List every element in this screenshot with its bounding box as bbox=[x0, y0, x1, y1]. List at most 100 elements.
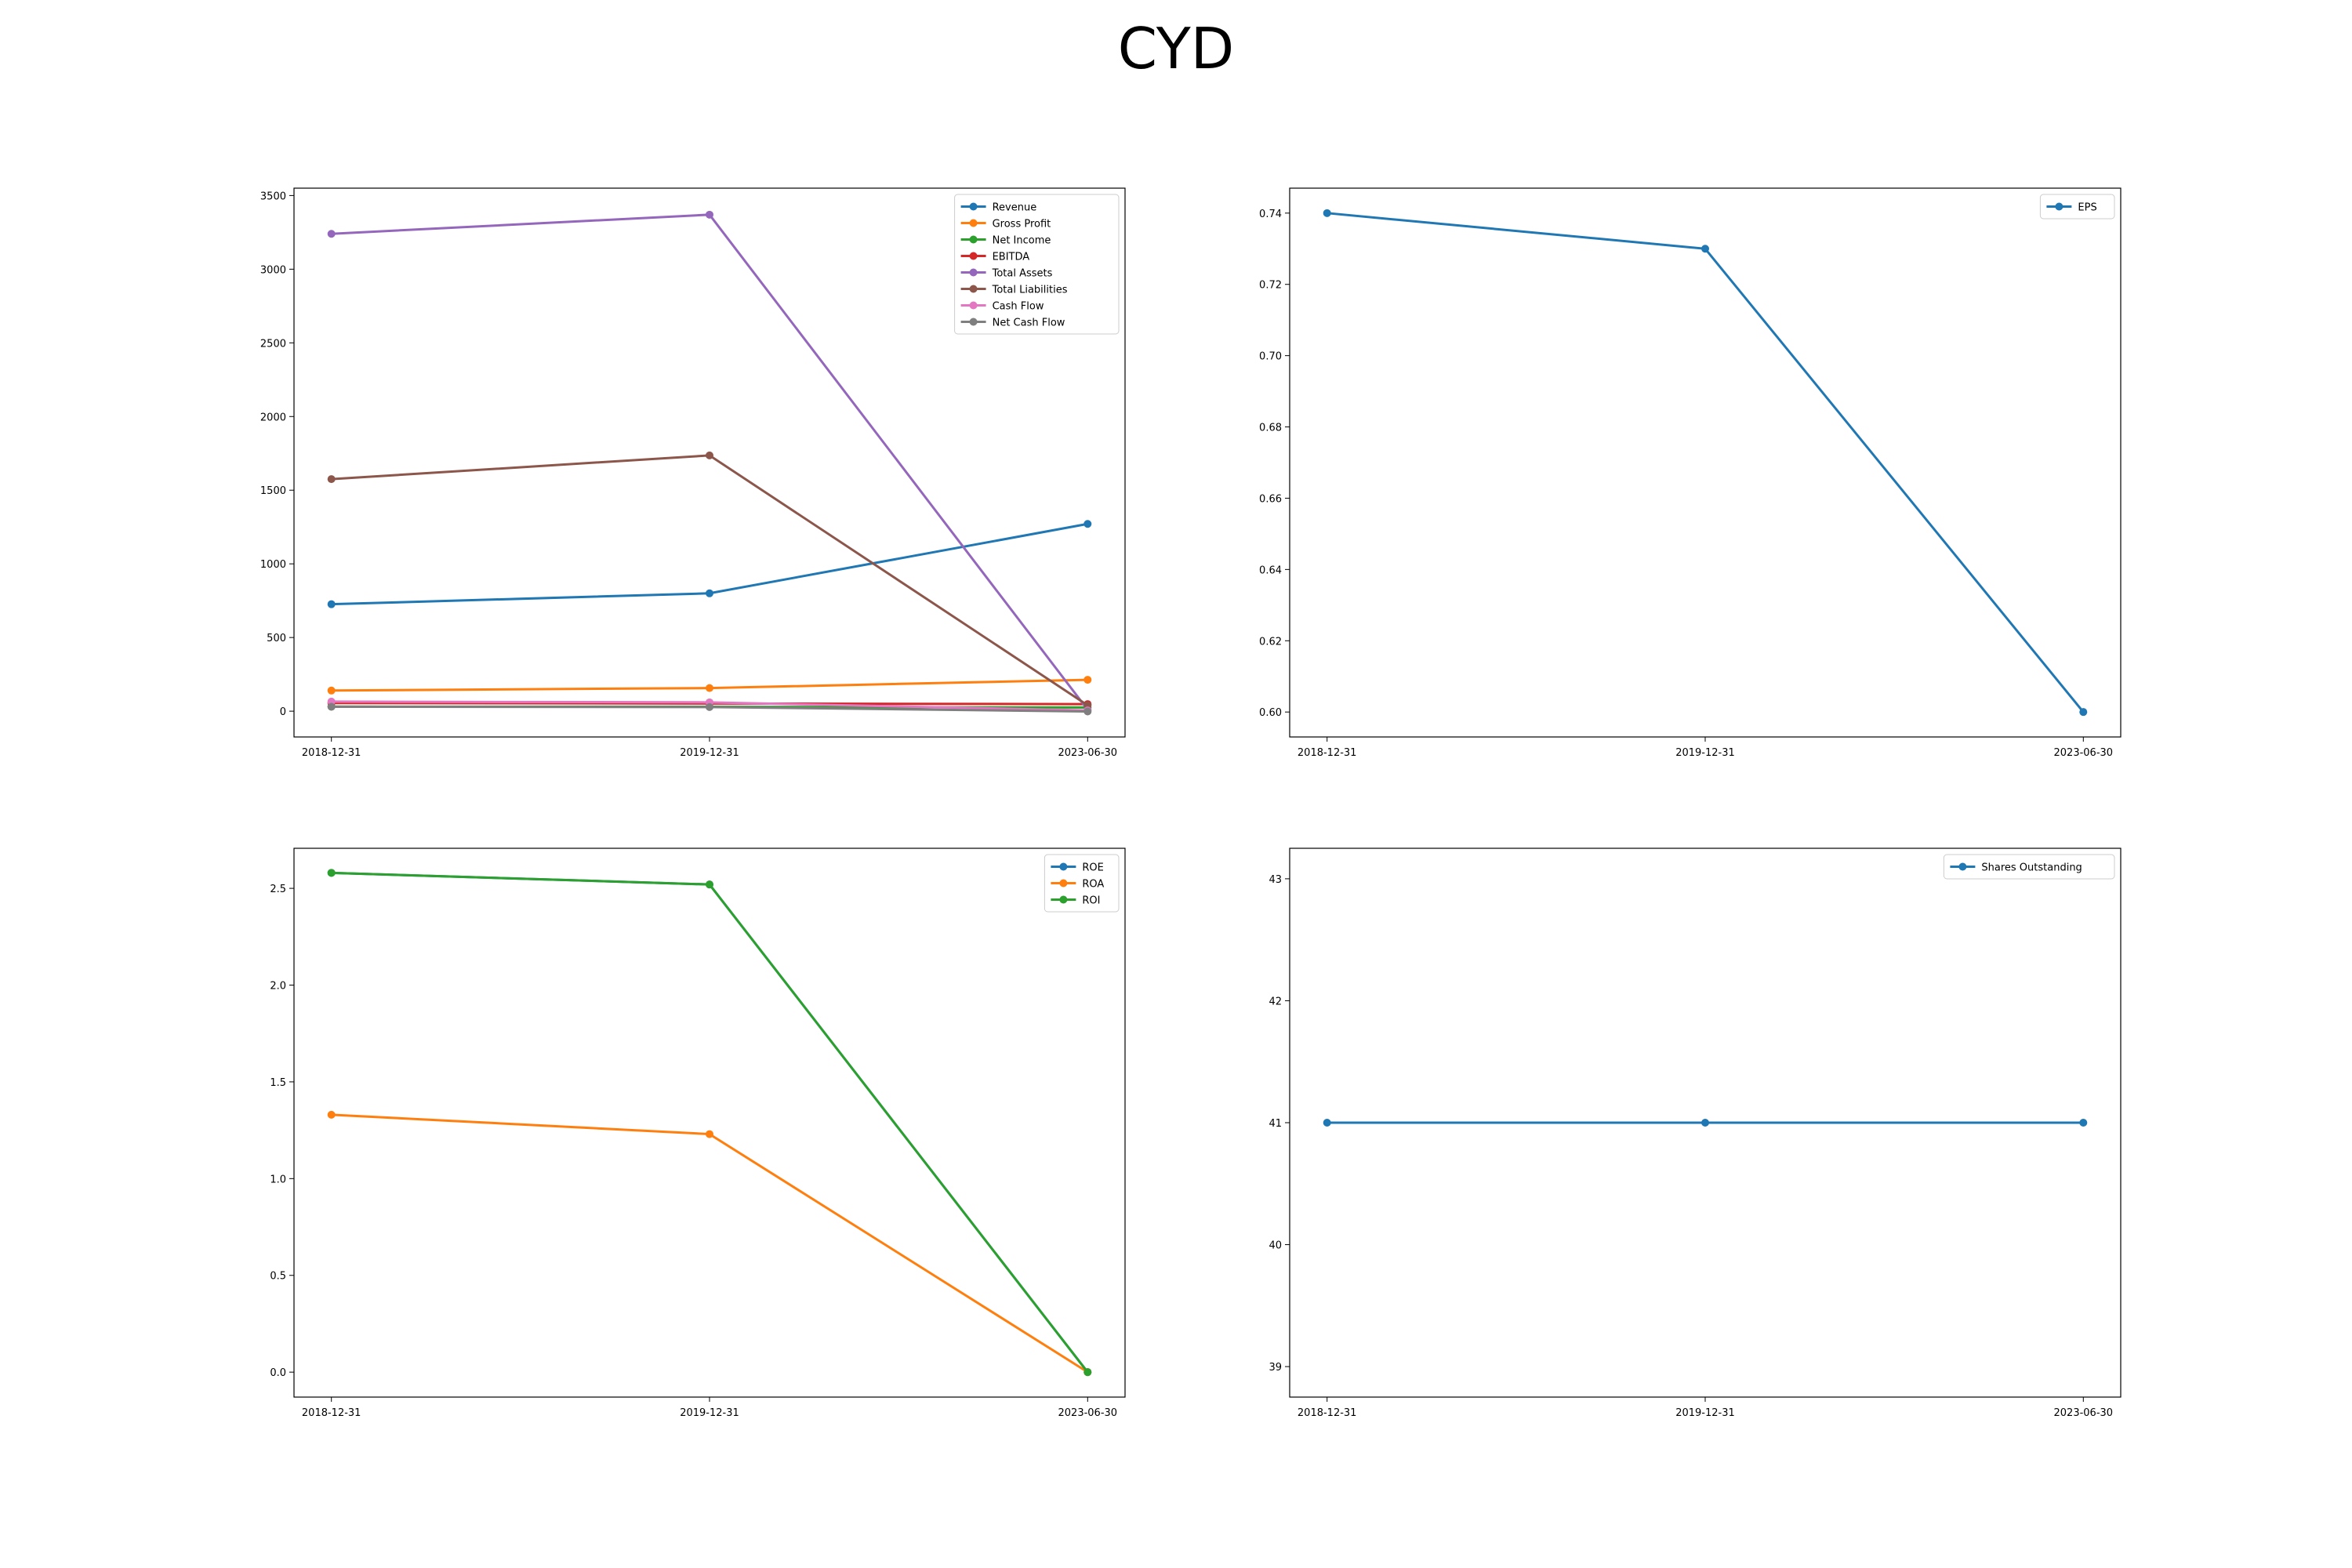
legend-marker bbox=[969, 268, 978, 277]
y-tick-label: 3500 bbox=[260, 191, 286, 202]
data-point bbox=[327, 475, 336, 484]
legend-marker bbox=[1059, 895, 1068, 904]
data-point bbox=[706, 1130, 713, 1138]
data-point bbox=[327, 869, 336, 877]
legend-marker bbox=[1059, 879, 1068, 887]
legend-label: Shares Outstanding bbox=[1981, 862, 2082, 874]
legend-box bbox=[954, 194, 1120, 335]
x-tick-label: 2019-12-31 bbox=[680, 1407, 739, 1419]
legend-marker bbox=[2055, 202, 2063, 211]
legend-label: Total Assets bbox=[992, 268, 1053, 280]
y-tick-label: 1000 bbox=[260, 559, 286, 571]
series-line-eps bbox=[1327, 212, 2085, 713]
data-point bbox=[1083, 1368, 1092, 1377]
y-tick-label: 0.5 bbox=[270, 1271, 286, 1283]
x-tick-label: 2018-12-31 bbox=[302, 747, 361, 759]
y-tick-label: 40 bbox=[1269, 1240, 1282, 1252]
y-tick-label: 2500 bbox=[260, 338, 286, 350]
data-point bbox=[706, 684, 713, 692]
y-tick-label: 500 bbox=[267, 633, 286, 644]
data-point bbox=[2079, 1119, 2088, 1127]
legend-marker bbox=[969, 235, 978, 244]
data-point bbox=[706, 451, 713, 459]
data-point bbox=[1701, 1119, 1709, 1127]
legend-label: ROE bbox=[1082, 862, 1103, 874]
legend-label: Net Cash Flow bbox=[993, 318, 1065, 329]
legend-marker bbox=[969, 202, 978, 211]
figure-title: CYD bbox=[1117, 16, 1235, 82]
y-tick-label: 0.64 bbox=[1259, 564, 1282, 576]
legend-marker bbox=[1059, 862, 1068, 871]
y-tick-label: 0.70 bbox=[1259, 351, 1282, 363]
chart-panel-4: 39 40 41 42 43 2018-12-31 2019-12-31 2023-06-30… bbox=[1269, 848, 2122, 1419]
data-point bbox=[1083, 520, 1092, 528]
x-tick-label: 2023-06-30 bbox=[1058, 1407, 1118, 1419]
legend: Shares Outstanding bbox=[1943, 854, 2115, 880]
data-point bbox=[1323, 1119, 1331, 1127]
data-point bbox=[2079, 708, 2088, 717]
chart-panel-1: 0 500 1000 1500 2000 2500 3000 3500 2018-12-31 20… bbox=[260, 187, 1126, 759]
legend-label: Gross Profit bbox=[993, 219, 1051, 230]
y-tick-label: 1.5 bbox=[270, 1077, 286, 1089]
legend-label: Total Liabilities bbox=[992, 285, 1068, 296]
y-tick-label: 42 bbox=[1269, 996, 1282, 1007]
data-point bbox=[327, 686, 336, 695]
legend-box bbox=[2039, 194, 2115, 220]
y-tick-label: 2000 bbox=[260, 412, 286, 423]
data-point bbox=[327, 702, 336, 711]
legend-label: Revenue bbox=[993, 202, 1037, 214]
data-point bbox=[1701, 245, 1709, 253]
data-point bbox=[1083, 676, 1092, 684]
data-point bbox=[327, 600, 336, 608]
y-tick-label: 0.74 bbox=[1259, 209, 1282, 220]
legend-marker bbox=[969, 318, 978, 326]
legend-marker bbox=[969, 301, 978, 310]
x-tick-label: 2018-12-31 bbox=[1298, 1407, 1357, 1419]
legend-box bbox=[1943, 854, 2115, 880]
x-tick-label: 2023-06-30 bbox=[1058, 747, 1118, 759]
data-point bbox=[327, 230, 336, 238]
legend-marker bbox=[969, 219, 978, 227]
y-tick-label: 39 bbox=[1269, 1362, 1282, 1374]
data-point bbox=[706, 210, 713, 219]
legend-label: Net Income bbox=[993, 235, 1051, 247]
y-tick-label: 41 bbox=[1269, 1118, 1282, 1130]
legend-label: EPS bbox=[2078, 202, 2096, 214]
data-point bbox=[706, 702, 713, 711]
series-line-roi bbox=[331, 871, 1089, 1374]
legend-label: ROI bbox=[1082, 895, 1100, 907]
y-tick-label: 0.62 bbox=[1259, 636, 1282, 648]
chart-panel-3: 0.0 0.5 1.0 1.5 2.0 2.5 2018-12-31 2019-12-31 20… bbox=[270, 848, 1126, 1419]
y-tick-label: 0 bbox=[280, 706, 286, 718]
x-tick-label: 2018-12-31 bbox=[1298, 747, 1357, 759]
y-tick-label: 0.60 bbox=[1259, 707, 1282, 719]
y-tick-label: 1.0 bbox=[270, 1174, 286, 1185]
legend-marker bbox=[969, 285, 978, 293]
series-line-total-liabilities bbox=[331, 454, 1089, 706]
series-line-roe bbox=[331, 871, 1089, 1374]
x-tick-label: 2019-12-31 bbox=[1675, 1407, 1735, 1419]
x-tick-label: 2018-12-31 bbox=[302, 1407, 361, 1419]
x-tick-label: 2019-12-31 bbox=[680, 747, 739, 759]
legend-label: EBITDA bbox=[993, 252, 1030, 263]
y-tick-label: 2.0 bbox=[270, 981, 286, 993]
legend: EPS bbox=[2039, 194, 2115, 220]
legend: Revenue Gross Profit Net Income EBITDA Total… bbox=[954, 194, 1120, 335]
y-tick-label: 0.0 bbox=[270, 1367, 286, 1379]
data-point bbox=[706, 589, 713, 597]
chart-panel-2: 0.60 0.62 0.64 0.66 0.68 0.70 0.72 0.74 2018-12-… bbox=[1259, 187, 2122, 759]
x-tick-label: 2019-12-31 bbox=[1675, 747, 1735, 759]
x-tick-label: 2023-06-30 bbox=[2054, 747, 2114, 759]
data-point bbox=[1323, 209, 1331, 217]
data-point bbox=[706, 880, 713, 889]
legend-marker bbox=[969, 252, 978, 260]
y-tick-label: 1500 bbox=[260, 485, 286, 497]
y-tick-label: 43 bbox=[1269, 874, 1282, 886]
legend-label: Cash Flow bbox=[993, 301, 1044, 313]
legend-label: ROA bbox=[1082, 879, 1104, 891]
plot-area-frame bbox=[293, 848, 1126, 1398]
plot-area-frame bbox=[1289, 187, 2122, 738]
y-tick-label: 0.68 bbox=[1259, 423, 1282, 434]
data-point bbox=[327, 1110, 336, 1119]
